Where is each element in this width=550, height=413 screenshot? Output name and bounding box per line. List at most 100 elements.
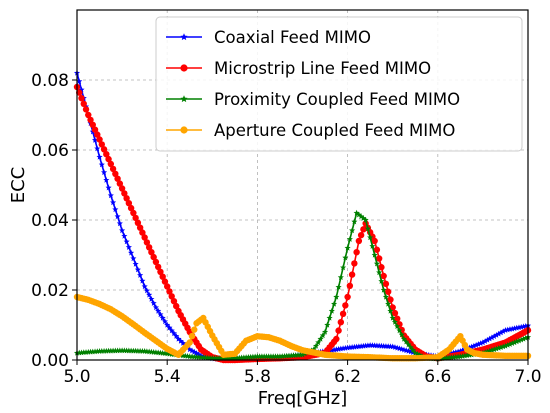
data-point (371, 237, 378, 245)
y-axis-label: ECC (8, 167, 29, 204)
data-point (87, 116, 94, 124)
data-point (497, 329, 504, 336)
data-point (78, 95, 85, 102)
data-point (146, 291, 153, 298)
data-point (479, 339, 486, 346)
data-point (80, 100, 87, 108)
data-point (357, 231, 365, 239)
data-point (493, 331, 500, 338)
data-point (509, 340, 516, 346)
data-point (344, 293, 351, 301)
data-point (403, 338, 410, 345)
data-point (382, 293, 389, 300)
y-tick-label: 0.06 (31, 141, 69, 161)
data-point (513, 338, 520, 345)
data-point (130, 255, 137, 262)
data-point (344, 244, 351, 251)
data-point (340, 264, 347, 271)
x-tick-label: 7.0 (514, 367, 541, 387)
data-point (173, 302, 180, 310)
data-point (331, 300, 338, 307)
data-point (127, 204, 135, 212)
data-point (376, 269, 383, 276)
data-point (346, 236, 353, 242)
data-point (157, 311, 164, 318)
data-point (159, 273, 166, 280)
data-point (346, 282, 354, 289)
data-point (515, 337, 523, 344)
data-point (173, 333, 180, 339)
data-point (380, 286, 387, 293)
data-point (389, 314, 396, 321)
data-point (141, 234, 148, 241)
data-point (396, 327, 403, 334)
data-point (378, 278, 385, 284)
data-point (121, 232, 128, 239)
data-point (384, 288, 392, 295)
data-point (148, 295, 155, 302)
x-axis-label: Freq[GHz] (258, 388, 348, 409)
data-point (349, 227, 356, 234)
data-point (161, 278, 169, 285)
x-tick-label: 5.0 (63, 367, 90, 387)
data-point (112, 170, 119, 177)
data-point (96, 136, 103, 143)
data-point (132, 260, 139, 267)
data-point (107, 192, 114, 199)
data-point (94, 131, 101, 138)
data-point (139, 277, 146, 284)
data-point (114, 175, 121, 182)
legend-marker (180, 64, 188, 72)
legend-marker (180, 33, 188, 41)
y-tick-label: 0.02 (31, 281, 69, 301)
data-point (470, 342, 477, 349)
axis-ticks: 5.0 5.4 5.8 6.2 6.6 7.0 0.00 0.02 0.04 0.06 0.08 (31, 71, 541, 387)
data-point (85, 111, 92, 119)
data-point (502, 342, 509, 349)
data-point (394, 323, 401, 329)
data-point (315, 339, 322, 346)
data-point (119, 227, 126, 234)
y-tick-label: 0.04 (31, 211, 69, 231)
data-point (148, 249, 155, 256)
data-point (362, 216, 369, 223)
data-point (355, 237, 363, 245)
data-point (134, 219, 142, 226)
data-point (76, 78, 83, 84)
data-point (150, 253, 157, 261)
data-point (333, 335, 340, 343)
y-tick-label: 0.08 (31, 71, 69, 91)
data-point (484, 336, 491, 343)
data-point (391, 319, 398, 325)
data-point (123, 238, 130, 245)
data-point (121, 190, 128, 197)
data-point (380, 272, 387, 280)
data-point (134, 266, 141, 273)
data-point (82, 106, 90, 113)
data-point (348, 271, 356, 278)
data-point (488, 334, 495, 341)
data-point (522, 334, 529, 341)
data-point (337, 319, 345, 326)
legend-marker (180, 95, 188, 103)
data-point (482, 338, 489, 344)
data-point (125, 200, 133, 207)
legend-label: Proximity Coupled Feed MIMO (214, 90, 460, 109)
data-point (475, 341, 482, 347)
data-point (382, 280, 390, 288)
data-point (391, 309, 399, 317)
data-point (139, 229, 146, 236)
data-point (299, 351, 306, 358)
data-point (166, 288, 173, 295)
data-point (118, 185, 126, 192)
data-point (353, 249, 360, 256)
data-point (371, 251, 378, 258)
data-point (387, 296, 394, 303)
data-point (76, 89, 83, 96)
data-point (328, 307, 335, 314)
data-point (107, 160, 115, 168)
data-point (109, 165, 117, 173)
data-point (495, 330, 502, 337)
data-point (337, 274, 344, 280)
data-point (400, 335, 408, 342)
